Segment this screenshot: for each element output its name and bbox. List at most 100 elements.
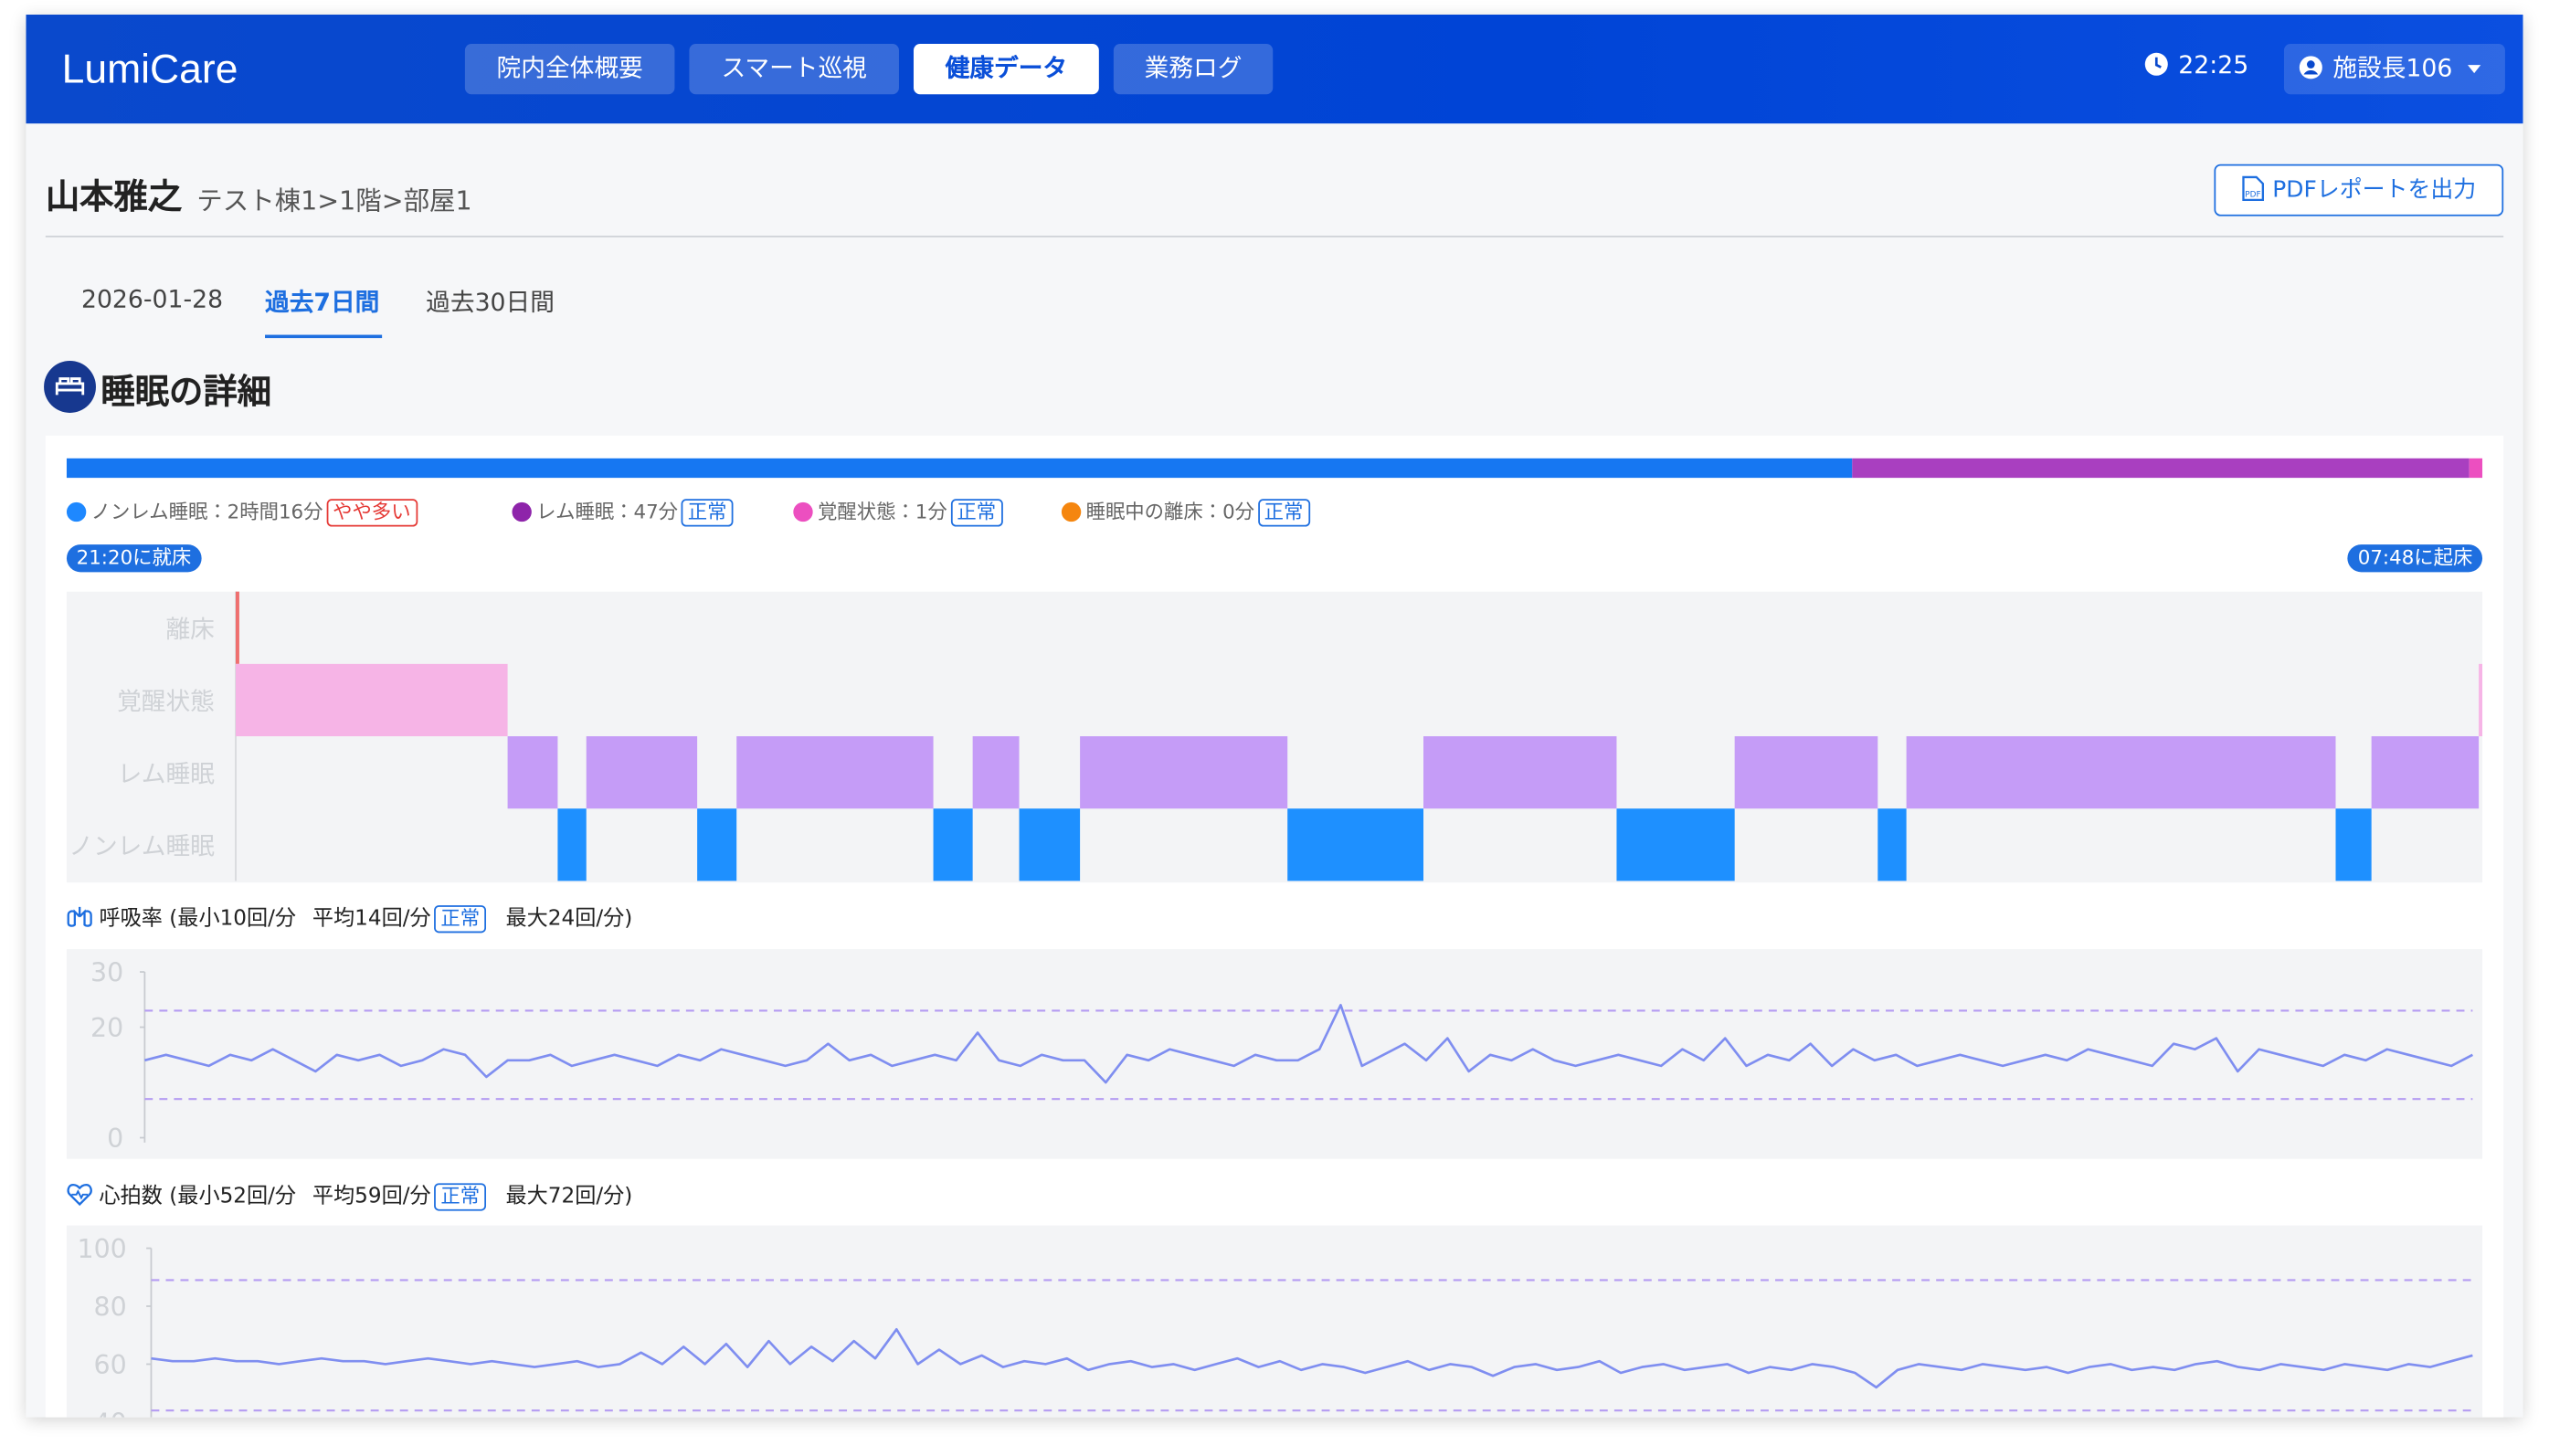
- time-text: 22:25: [2178, 50, 2249, 80]
- metric-text: 呼吸率 (最小10回/分: [99, 906, 297, 932]
- sleep-segment: [2479, 663, 2483, 737]
- sleep-segment: [1906, 736, 2336, 809]
- clock-icon: [2144, 52, 2168, 76]
- status-badge: 正常: [681, 499, 734, 527]
- clock: 22:25: [2144, 50, 2248, 79]
- nav-tab[interactable]: 健康データ: [913, 44, 1099, 95]
- sleep-segment: [1287, 808, 1424, 881]
- sleep-segment: [586, 736, 698, 809]
- y-tick-label: 60: [94, 1350, 127, 1380]
- section-title: 睡眠の詳細: [100, 372, 272, 412]
- legend-label: 覚醒状態：1分: [818, 501, 947, 523]
- sleep-segment: [1616, 808, 1735, 881]
- nav-tab[interactable]: 院内全体概要: [464, 44, 675, 95]
- y-tick-label: 80: [94, 1292, 127, 1323]
- period-tab[interactable]: 2026-01-28: [80, 284, 224, 314]
- metric-icon: [67, 1183, 92, 1207]
- metric-header: 心拍数 (最小52回/分 平均59回/分 正常 最大72回/分): [67, 1178, 632, 1211]
- metric-text: 平均59回/分: [312, 1185, 431, 1209]
- data-line: [144, 1004, 2473, 1084]
- data-line: [151, 1327, 2473, 1389]
- sleep-segment: [1423, 736, 1617, 809]
- chart-bg: [66, 1225, 2483, 1418]
- wake-time: 07:48に起床: [2348, 544, 2483, 573]
- legend-dot: [793, 501, 813, 522]
- status-badge: やや多い: [326, 499, 418, 527]
- y-tick-label: 20: [90, 1013, 123, 1043]
- metric-text: 最大72回/分): [505, 1185, 633, 1209]
- sleep-segment: [2371, 736, 2480, 809]
- legend-dot: [512, 501, 532, 522]
- stage-label: ノンレム睡眠: [69, 832, 215, 860]
- active-tab-underline: [265, 334, 383, 339]
- status-badge: 正常: [434, 1183, 487, 1211]
- sleep-panel: 離床覚醒状態レム睡眠ノンレム睡眠 0 20 30 40 60 80 100 ノンレム睡眠：2時…: [45, 435, 2504, 1418]
- stage-label: 覚醒状態: [117, 688, 215, 716]
- chart-bg: [66, 949, 2483, 1159]
- sleep-segment: [1734, 736, 1878, 809]
- sleep-segment: [2335, 808, 2372, 881]
- sleep-segment: [933, 808, 973, 881]
- y-tick-label: 40: [94, 1409, 127, 1418]
- sleep-segment: [236, 663, 508, 737]
- status-badge: 正常: [434, 905, 487, 934]
- sleep-segment: [972, 736, 1020, 809]
- nav-tab[interactable]: スマート巡視: [689, 44, 899, 95]
- legend-label: 睡眠中の離床：0分: [1085, 501, 1255, 523]
- nav-tab[interactable]: 業務ログ: [1113, 44, 1274, 95]
- sleep-segment: [1877, 808, 1907, 881]
- patient-name: 山本雅之: [45, 176, 183, 216]
- dropdown-caret: [2467, 65, 2480, 74]
- metric-text: 平均14回/分: [312, 906, 431, 932]
- metric-icon: [67, 906, 92, 927]
- stage-bar-segment: [66, 458, 1853, 479]
- metric-text: 心拍数 (最小52回/分: [99, 1185, 297, 1209]
- status-badge: 正常: [950, 499, 1003, 527]
- stage-bar-segment: [1852, 458, 2470, 479]
- metric-header: 呼吸率 (最小10回/分 平均14回/分 正常 最大24回/分): [67, 901, 632, 934]
- bed-time: 21:20に就床: [66, 544, 201, 573]
- export-label: PDFレポートを出力: [2272, 176, 2477, 204]
- pdf-icon: PDF: [2242, 175, 2264, 202]
- metric-text: 最大24回/分): [505, 906, 633, 932]
- sleep-segment: [697, 808, 737, 881]
- y-tick-label: 0: [107, 1124, 123, 1154]
- y-tick-label: 30: [90, 958, 123, 988]
- legend-item: レム睡眠：47分 正常: [512, 497, 734, 527]
- app-window: LumiCare 院内全体概要 スマート巡視 健康データ 業務ログ 22:25 施設長…: [26, 15, 2523, 1418]
- user-icon: [2299, 56, 2322, 79]
- patient-location: テスト棟1>1階>部屋1: [196, 185, 472, 216]
- legend-dot: [1061, 501, 1082, 522]
- svg-text:PDF: PDF: [2245, 190, 2260, 199]
- legend-label: ノンレム睡眠：2時間16分: [90, 501, 323, 523]
- sleep-segment: [507, 736, 558, 809]
- sleep-segment: [1019, 808, 1081, 881]
- legend-item: 睡眠中の離床：0分 正常: [1061, 497, 1310, 527]
- sleep-segment: [557, 808, 587, 881]
- stage-label: レム睡眠: [118, 760, 216, 788]
- section-icon: [44, 361, 96, 413]
- logo: LumiCare: [61, 47, 238, 93]
- y-tick-label: 100: [77, 1234, 126, 1264]
- legend-dot: [66, 501, 87, 522]
- period-tab[interactable]: 過去7日間: [265, 287, 380, 317]
- user-name: 施設長106: [2332, 53, 2453, 83]
- status-badge: 正常: [1257, 499, 1310, 527]
- sleep-segment: [236, 591, 239, 664]
- legend-label: レム睡眠：47分: [536, 501, 679, 523]
- legend-item: ノンレム睡眠：2時間16分 やや多い: [66, 497, 418, 527]
- legend-item: 覚醒状態：1分 正常: [793, 497, 1003, 527]
- user-menu[interactable]: 施設長106: [2283, 44, 2505, 95]
- period-tab[interactable]: 過去30日間: [426, 287, 555, 317]
- separator: [45, 236, 2504, 237]
- sleep-segment: [736, 736, 934, 809]
- sleep-segment: [1080, 736, 1288, 809]
- stage-label: 離床: [165, 616, 214, 644]
- export-button[interactable]: PDF PDFレポートを出力: [2214, 164, 2504, 216]
- top-bar: LumiCare 院内全体概要 スマート巡視 健康データ 業務ログ 22:25 施設長…: [26, 15, 2523, 124]
- stage-bar-segment: [2469, 458, 2483, 479]
